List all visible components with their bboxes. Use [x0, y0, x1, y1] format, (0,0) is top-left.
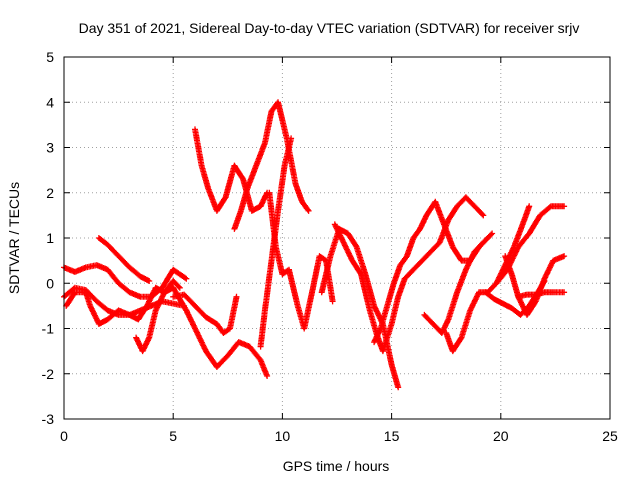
data-point [515, 289, 568, 300]
x-tick-label: 5 [169, 428, 177, 444]
series-arc-20 [493, 203, 568, 287]
x-tick-label: 25 [602, 428, 618, 444]
y-tick-label: -3 [42, 411, 55, 427]
y-tick-label: -1 [42, 321, 55, 337]
data-points [61, 99, 568, 391]
x-axis-label: GPS time / hours [283, 458, 390, 474]
y-tick-label: 3 [46, 140, 54, 156]
series-arc-8 [192, 126, 271, 214]
series-arc-16 [443, 203, 533, 355]
data-point [170, 291, 240, 336]
series-arc-9 [231, 99, 312, 232]
y-tick-label: 5 [46, 49, 54, 65]
axis-ticks: 0 5 10 15 20 25 -3 -2 -1 0 1 2 3 4 5 [42, 49, 618, 444]
y-tick-label: 4 [46, 94, 54, 110]
x-tick-label: 10 [275, 428, 291, 444]
data-point [95, 235, 153, 284]
data-point [231, 99, 312, 232]
y-tick-label: -2 [42, 366, 55, 382]
data-point [133, 278, 183, 355]
series-arc-13 [331, 194, 487, 355]
series-arc-12 [318, 225, 402, 391]
series-arc-3 [63, 284, 190, 327]
data-point [421, 230, 496, 336]
series-arc-19 [515, 289, 568, 300]
series-arc-15 [421, 230, 496, 336]
x-tick-label: 20 [493, 428, 509, 444]
y-tick-label: 0 [46, 275, 54, 291]
data-point [331, 194, 487, 355]
y-axis-label: SDTVAR / TECUs [6, 182, 22, 294]
data-point [493, 203, 568, 287]
chart-title: Day 351 of 2021, Sidereal Day-to-day VTE… [79, 20, 580, 36]
data-point [443, 203, 533, 355]
series-arc-5 [133, 278, 183, 355]
x-tick-label: 15 [384, 428, 400, 444]
series-arc-4 [95, 235, 153, 284]
data-point [183, 307, 271, 379]
y-tick-label: 2 [46, 185, 54, 201]
series-arc-7 [170, 291, 240, 336]
data-point [192, 126, 271, 214]
series-arc-6 [183, 307, 271, 379]
data-point [63, 284, 190, 327]
y-tick-label: 1 [46, 230, 54, 246]
data-point [318, 225, 402, 391]
x-tick-label: 0 [60, 428, 68, 444]
